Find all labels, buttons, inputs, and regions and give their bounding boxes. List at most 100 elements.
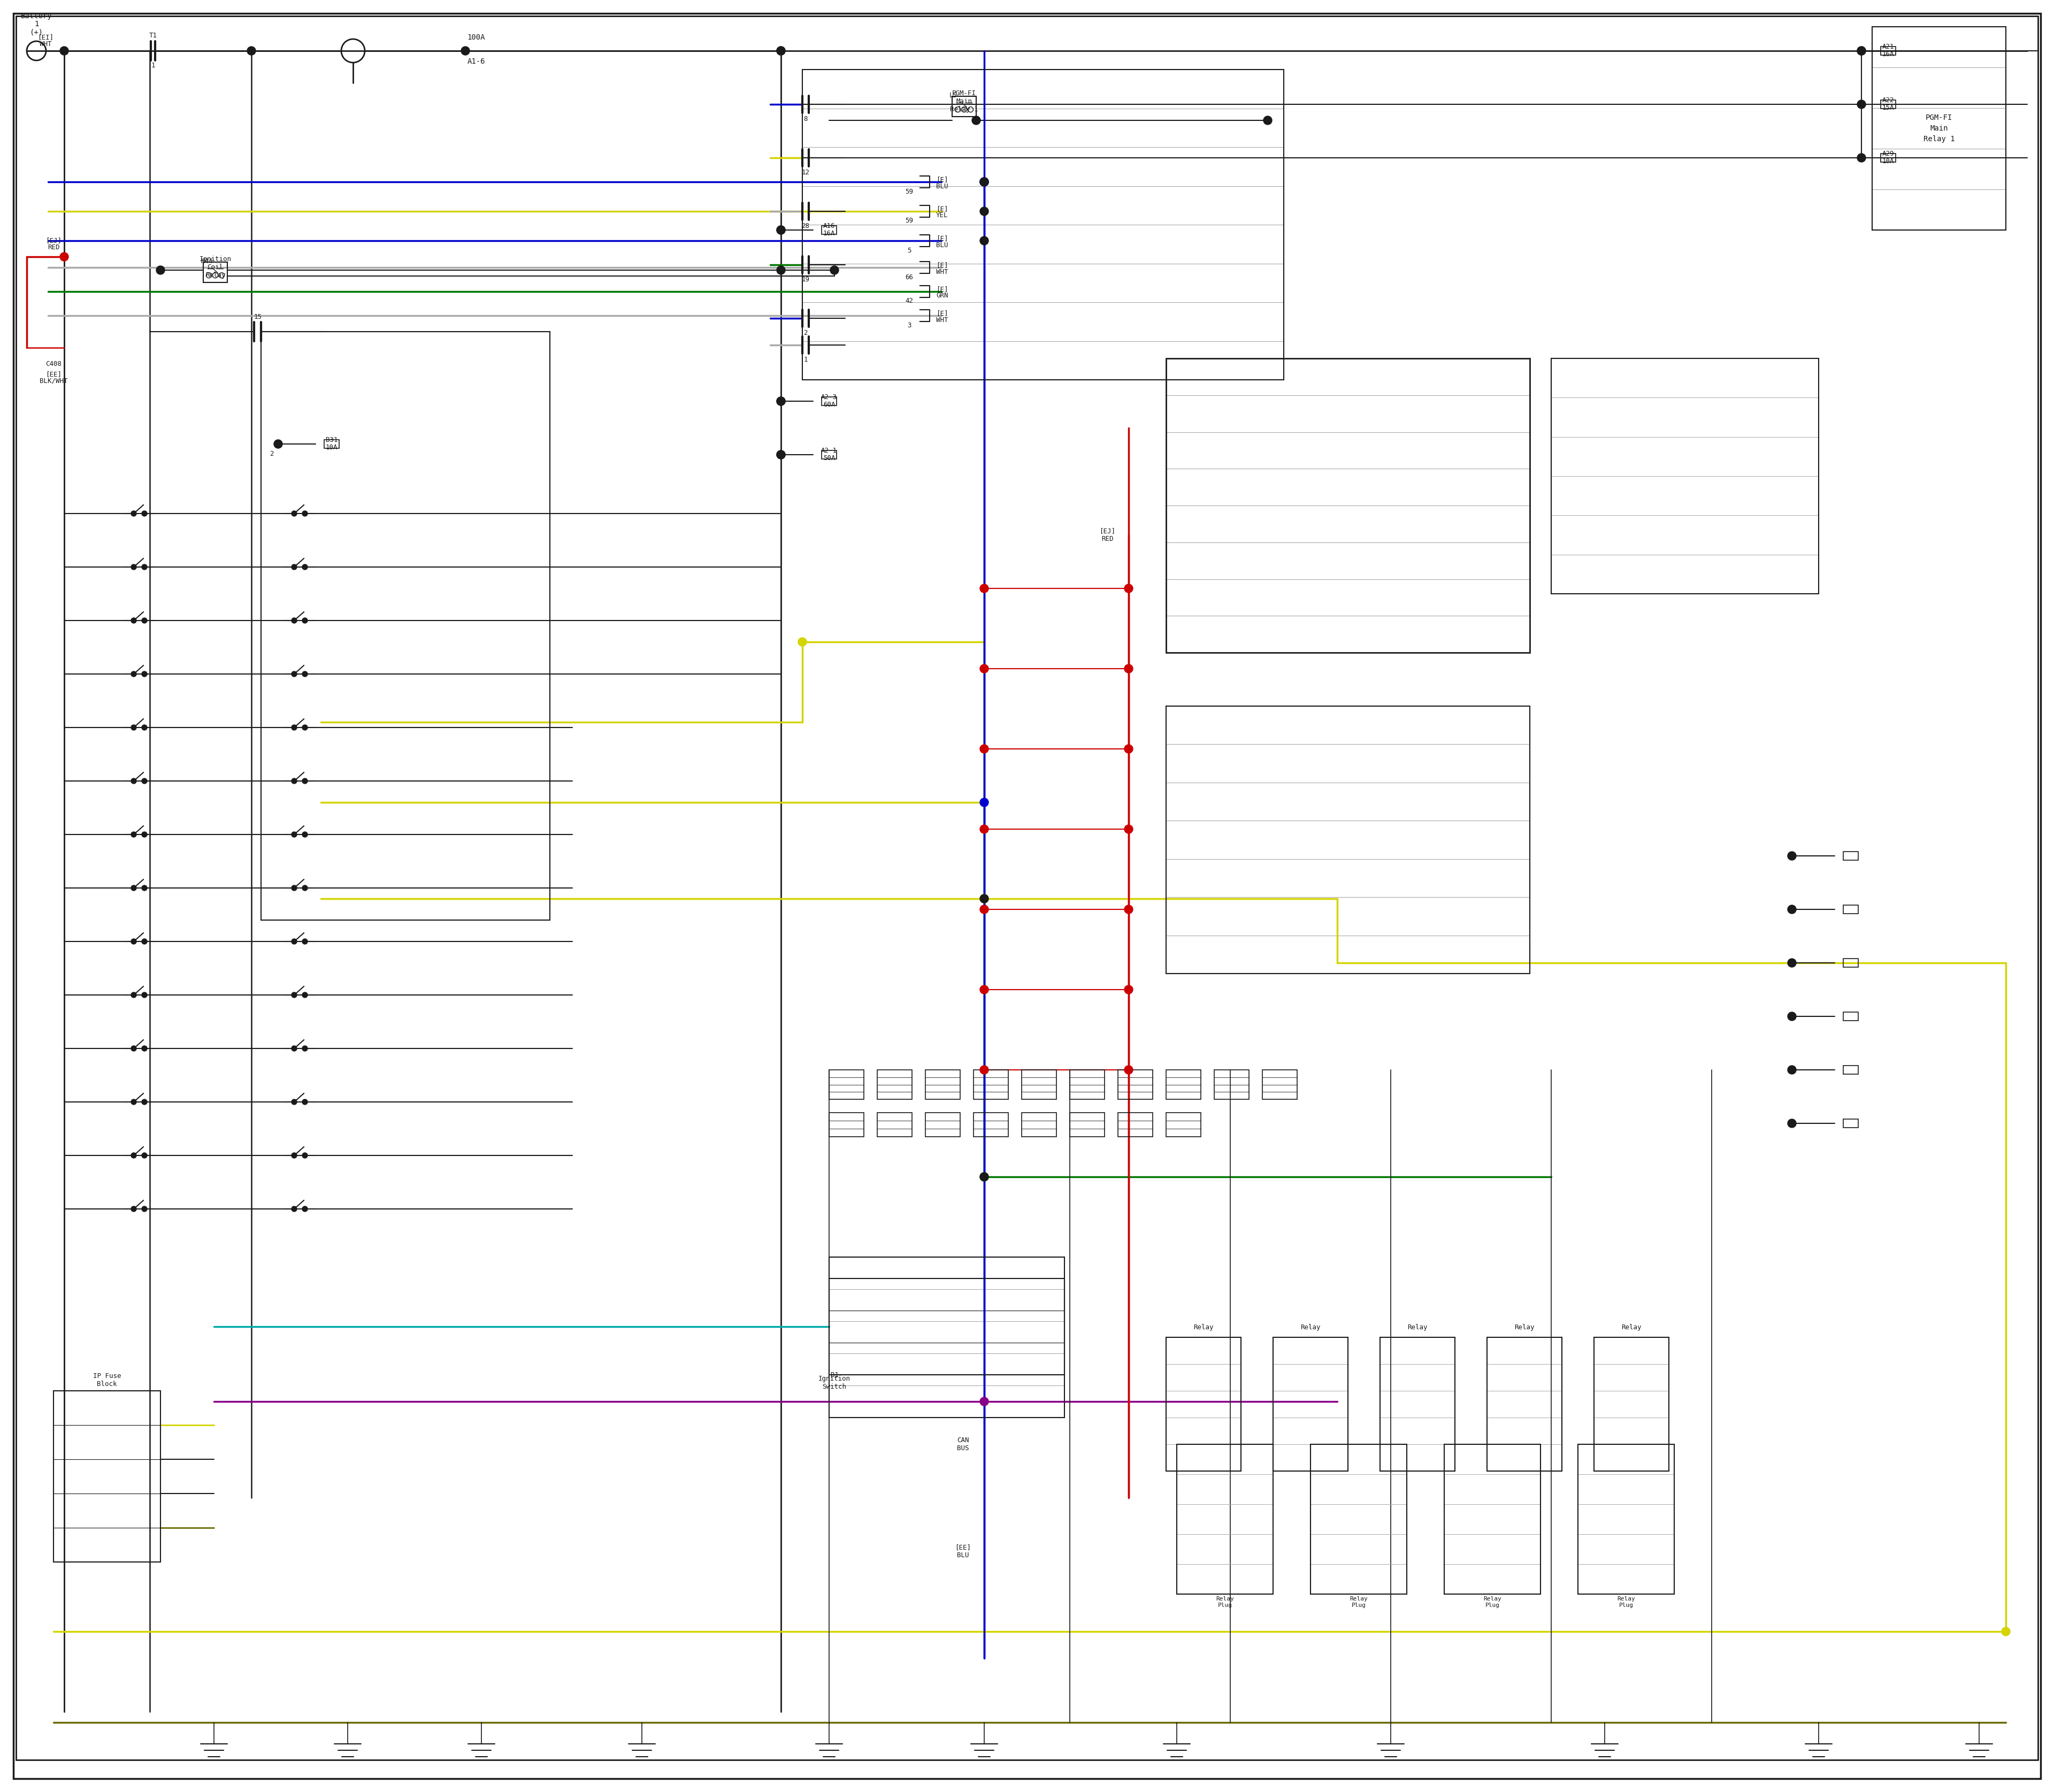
Bar <box>1842 1118 1859 1127</box>
Circle shape <box>142 672 148 677</box>
Text: [E]: [E] <box>937 262 949 269</box>
Text: C408: C408 <box>45 360 62 367</box>
Bar <box>1177 1444 1273 1595</box>
Bar <box>1444 1444 1540 1595</box>
Text: [E]: [E] <box>937 235 949 242</box>
Bar <box>1842 851 1859 860</box>
Circle shape <box>302 1206 308 1211</box>
Circle shape <box>980 237 988 246</box>
Circle shape <box>302 1152 308 1158</box>
Circle shape <box>292 724 298 729</box>
Text: 50A: 50A <box>824 455 836 462</box>
Circle shape <box>131 1152 136 1158</box>
Circle shape <box>302 885 308 891</box>
Circle shape <box>302 564 308 570</box>
Text: WHT: WHT <box>937 269 949 276</box>
Text: Ignition
Coil
Relay: Ignition Coil Relay <box>199 256 232 280</box>
Circle shape <box>131 831 136 837</box>
Bar <box>1070 1070 1105 1098</box>
Bar <box>830 1070 865 1098</box>
Circle shape <box>131 885 136 891</box>
Circle shape <box>776 226 785 235</box>
Bar <box>830 1278 1064 1374</box>
Bar <box>1263 1070 1298 1098</box>
Circle shape <box>776 396 785 405</box>
Bar <box>1167 1113 1202 1136</box>
Bar <box>877 1113 912 1136</box>
Text: GRN: GRN <box>937 292 949 299</box>
Text: 59: 59 <box>906 188 914 195</box>
Bar <box>926 1070 959 1098</box>
Circle shape <box>292 672 298 677</box>
Text: [EJ]
RED: [EJ] RED <box>1099 527 1115 543</box>
Circle shape <box>131 618 136 624</box>
Circle shape <box>142 1047 148 1052</box>
Text: [E]: [E] <box>937 206 949 213</box>
Circle shape <box>980 745 988 753</box>
Circle shape <box>980 894 988 903</box>
Circle shape <box>292 1098 298 1104</box>
Circle shape <box>980 1066 988 1073</box>
Bar <box>1551 358 1818 593</box>
Bar <box>1070 1113 1105 1136</box>
Circle shape <box>776 47 785 56</box>
Text: 1: 1 <box>803 357 807 364</box>
Text: B1: B1 <box>830 1371 838 1378</box>
Circle shape <box>142 511 148 516</box>
Bar <box>1167 358 1530 652</box>
Text: 10A: 10A <box>1881 158 1894 165</box>
Circle shape <box>292 778 298 783</box>
Circle shape <box>131 564 136 570</box>
Circle shape <box>246 47 255 56</box>
Circle shape <box>1124 905 1134 914</box>
Circle shape <box>292 618 298 624</box>
Bar <box>1310 1444 1407 1595</box>
Circle shape <box>142 778 148 783</box>
Circle shape <box>980 177 988 186</box>
Circle shape <box>302 672 308 677</box>
Circle shape <box>273 439 283 448</box>
Text: 1: 1 <box>35 20 39 29</box>
Circle shape <box>1124 745 1134 753</box>
Circle shape <box>980 894 988 903</box>
Circle shape <box>302 993 308 998</box>
Circle shape <box>302 939 308 944</box>
Circle shape <box>131 1047 136 1052</box>
Circle shape <box>1787 1118 1795 1127</box>
Circle shape <box>980 1172 988 1181</box>
Bar <box>1214 1070 1249 1098</box>
Circle shape <box>302 511 308 516</box>
Circle shape <box>1124 986 1134 995</box>
Circle shape <box>292 511 298 516</box>
Text: 100A: 100A <box>466 34 485 41</box>
Text: A2-3: A2-3 <box>822 394 838 401</box>
Bar <box>1487 1337 1561 1471</box>
Bar <box>953 97 976 116</box>
Text: 19: 19 <box>801 276 809 283</box>
Circle shape <box>1787 959 1795 968</box>
Text: A29: A29 <box>1881 151 1894 158</box>
Circle shape <box>302 831 308 837</box>
Bar <box>1871 27 2007 229</box>
Text: A16: A16 <box>824 222 836 229</box>
Circle shape <box>776 450 785 459</box>
Circle shape <box>60 47 68 56</box>
Circle shape <box>776 226 785 235</box>
Text: [EE]
BLU: [EE] BLU <box>955 1543 972 1559</box>
Circle shape <box>302 724 308 729</box>
Circle shape <box>1263 116 1271 125</box>
Bar <box>1842 1066 1859 1073</box>
Circle shape <box>142 564 148 570</box>
Circle shape <box>1857 47 1865 56</box>
Bar <box>53 1391 160 1563</box>
Circle shape <box>142 1098 148 1104</box>
Text: L5: L5 <box>949 91 957 99</box>
Circle shape <box>799 638 807 647</box>
Circle shape <box>1857 100 1865 109</box>
Circle shape <box>292 885 298 891</box>
Circle shape <box>142 831 148 837</box>
Text: 2: 2 <box>803 330 807 337</box>
Circle shape <box>292 1152 298 1158</box>
Bar <box>1577 1444 1674 1595</box>
Text: Main: Main <box>1931 125 1947 133</box>
